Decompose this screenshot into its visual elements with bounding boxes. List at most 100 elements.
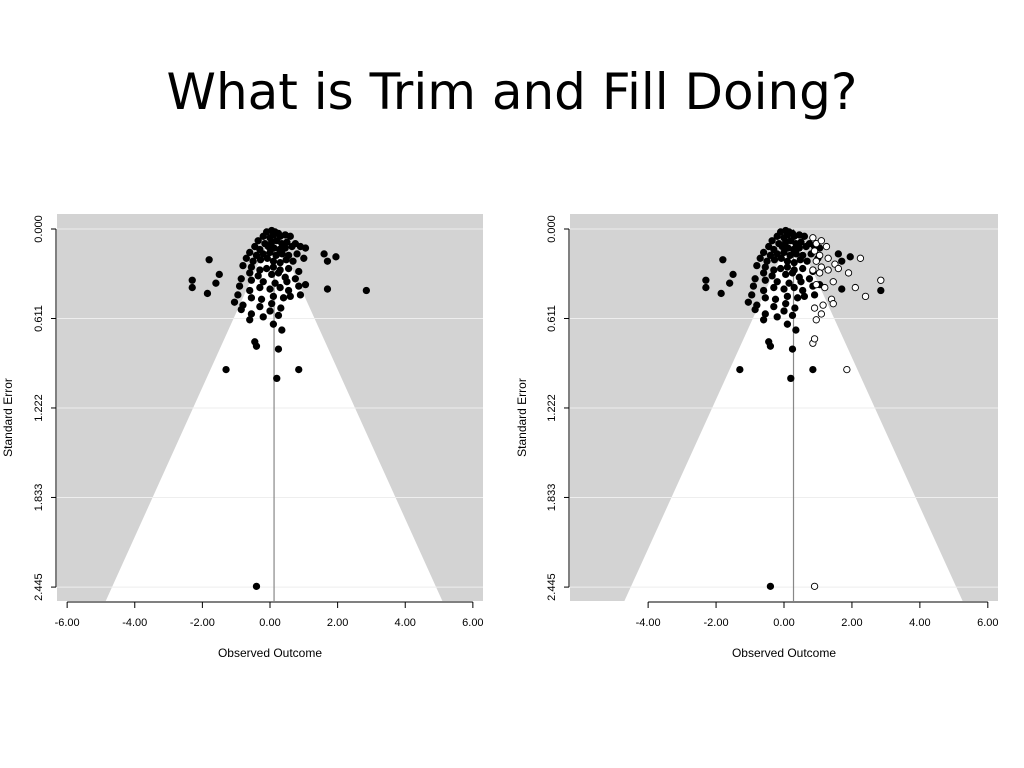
data-point-observed <box>362 286 371 295</box>
data-point-observed <box>702 283 710 292</box>
data-point-imputed <box>812 257 820 265</box>
data-point-observed <box>751 275 759 283</box>
data-point-observed <box>279 294 288 302</box>
data-point-observed <box>766 251 775 260</box>
y-axis-label: Standard Error <box>1 378 15 457</box>
data-point-observed <box>268 270 276 279</box>
data-point-observed <box>810 291 819 299</box>
data-point-observed <box>259 232 267 240</box>
data-point-observed <box>761 310 769 318</box>
data-point-observed <box>768 237 776 245</box>
data-point-observed <box>788 345 797 353</box>
data-point-imputed <box>810 304 819 312</box>
data-point-observed <box>797 278 805 286</box>
data-point-observed <box>296 291 305 299</box>
data-point-observed <box>259 313 267 321</box>
data-point-observed <box>295 365 303 374</box>
data-point-imputed <box>861 292 870 301</box>
data-point-observed <box>320 250 328 258</box>
data-point-observed <box>783 263 792 271</box>
data-point-observed <box>281 244 289 252</box>
y-tick-label: 0.611 <box>546 305 558 332</box>
data-point-observed <box>268 300 276 308</box>
data-point-observed <box>846 253 854 261</box>
data-point-observed <box>773 250 781 258</box>
data-point-observed <box>793 294 802 302</box>
data-point-observed <box>262 264 271 273</box>
data-point-observed <box>717 289 725 298</box>
data-point-observed <box>805 275 814 283</box>
data-point-imputed <box>844 269 853 277</box>
data-point-observed <box>770 256 779 264</box>
data-point-observed <box>246 286 254 295</box>
data-point-observed <box>293 250 301 258</box>
data-point-observed <box>256 283 264 292</box>
data-point-observed <box>803 257 811 265</box>
data-point-observed <box>286 292 294 301</box>
data-point-observed <box>799 286 807 295</box>
data-point-observed <box>792 250 800 258</box>
data-point-observed <box>274 269 283 277</box>
data-point-observed <box>751 305 759 314</box>
data-point-observed <box>800 292 809 301</box>
x-tick-label: -6.00 <box>55 617 80 629</box>
data-point-observed <box>782 300 790 308</box>
data-point-observed <box>777 254 785 262</box>
data-point-observed <box>252 342 261 350</box>
data-point-observed <box>749 282 758 290</box>
data-point-observed <box>274 345 283 353</box>
data-point-observed <box>263 254 271 262</box>
y-tick-label: 2.445 <box>33 573 45 601</box>
data-point-observed <box>719 256 727 264</box>
x-tick-label: -4.00 <box>122 617 147 629</box>
data-point-observed <box>702 276 710 284</box>
data-point-observed <box>230 298 239 306</box>
data-point-observed <box>788 269 797 277</box>
data-point-observed <box>736 365 744 374</box>
data-point-observed <box>188 276 196 284</box>
data-point-observed <box>834 250 842 258</box>
x-tick-label: 6.00 <box>462 617 483 629</box>
data-point-observed <box>247 294 256 302</box>
data-point-observed <box>237 275 245 283</box>
x-tick-label: 0.00 <box>259 617 280 629</box>
x-tick-label: -2.00 <box>704 617 729 629</box>
data-point-observed <box>269 292 278 301</box>
data-point-observed <box>800 232 809 240</box>
data-point-observed <box>301 281 310 289</box>
data-point-observed <box>780 307 788 315</box>
data-point-observed <box>753 261 761 270</box>
data-point-observed <box>237 305 245 314</box>
data-point-observed <box>278 326 286 334</box>
data-point-observed <box>269 231 278 239</box>
data-point-observed <box>748 291 756 299</box>
data-point-observed <box>773 313 781 321</box>
data-point-imputed <box>821 283 829 292</box>
x-tick-label: 4.00 <box>395 617 416 629</box>
data-point-observed <box>252 251 261 260</box>
data-point-observed <box>301 244 310 252</box>
data-point-observed <box>276 259 284 267</box>
data-point-imputed <box>851 283 859 292</box>
data-point-observed <box>246 248 254 257</box>
x-tick-label: 2.00 <box>327 617 348 629</box>
data-point-observed <box>256 256 265 264</box>
data-point-observed <box>782 270 790 279</box>
x-tick-label: 0.00 <box>773 617 794 629</box>
data-point-imputed <box>834 264 842 273</box>
y-tick-label: 1.222 <box>33 394 45 422</box>
data-point-imputed <box>810 247 819 255</box>
y-tick-label: 1.222 <box>546 394 558 422</box>
data-point-observed <box>770 266 778 274</box>
y-axis-label: Standard Error <box>515 378 529 457</box>
data-point-imputed <box>829 278 837 286</box>
data-point-observed <box>286 232 294 240</box>
data-point-observed <box>323 285 332 293</box>
data-point-observed <box>759 286 768 295</box>
data-point-observed <box>323 257 332 265</box>
y-tick-label: 0.000 <box>33 215 45 243</box>
data-point-observed <box>222 365 230 374</box>
data-point-observed <box>809 365 817 374</box>
data-point-observed <box>257 295 266 303</box>
data-point-observed <box>205 256 213 264</box>
